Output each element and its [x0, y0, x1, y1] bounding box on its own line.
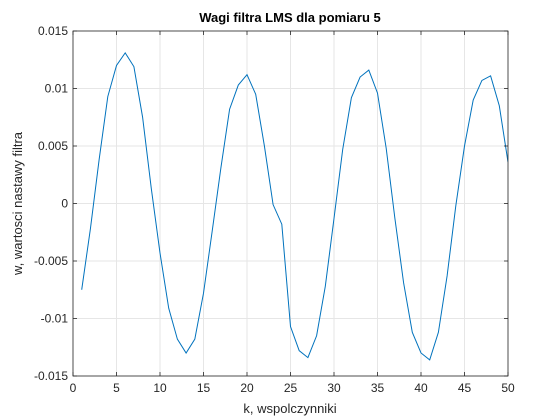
- y-tick-label: 0.005: [38, 139, 68, 153]
- x-tick-label: 0: [70, 381, 77, 395]
- y-tick-label: -0.005: [34, 254, 68, 268]
- data-series: [81, 51, 508, 361]
- x-tick-label: 30: [327, 381, 341, 395]
- x-tick-label: 50: [501, 381, 515, 395]
- x-tick-label: 15: [197, 381, 211, 395]
- x-tick-label: 40: [414, 381, 428, 395]
- chart-title: Wagi filtra LMS dla pomiaru 5: [199, 10, 381, 25]
- x-tick-label: 20: [240, 381, 254, 395]
- x-tick-label: 10: [153, 381, 167, 395]
- x-tick-label: 5: [113, 381, 120, 395]
- y-tick-label: 0.01: [45, 82, 69, 96]
- y-tick-label: 0: [61, 197, 68, 211]
- series-line-w: [81, 51, 508, 361]
- y-tick-label: -0.01: [41, 312, 69, 326]
- x-tick-label: 35: [371, 381, 385, 395]
- x-tick-label: 25: [284, 381, 298, 395]
- y-tick-label: 0.015: [38, 24, 68, 38]
- x-tick-label: 45: [458, 381, 472, 395]
- x-axis-label: k, wspolczynniki: [243, 401, 336, 416]
- ticks: 0 5 10 15 20 25 30 35 40 45 50 -0.015 -0.01 -0.005 0 0.…: [34, 24, 515, 395]
- y-axis-label: w, wartosci nastawy filtra: [10, 131, 25, 276]
- y-tick-label: -0.015: [34, 369, 68, 383]
